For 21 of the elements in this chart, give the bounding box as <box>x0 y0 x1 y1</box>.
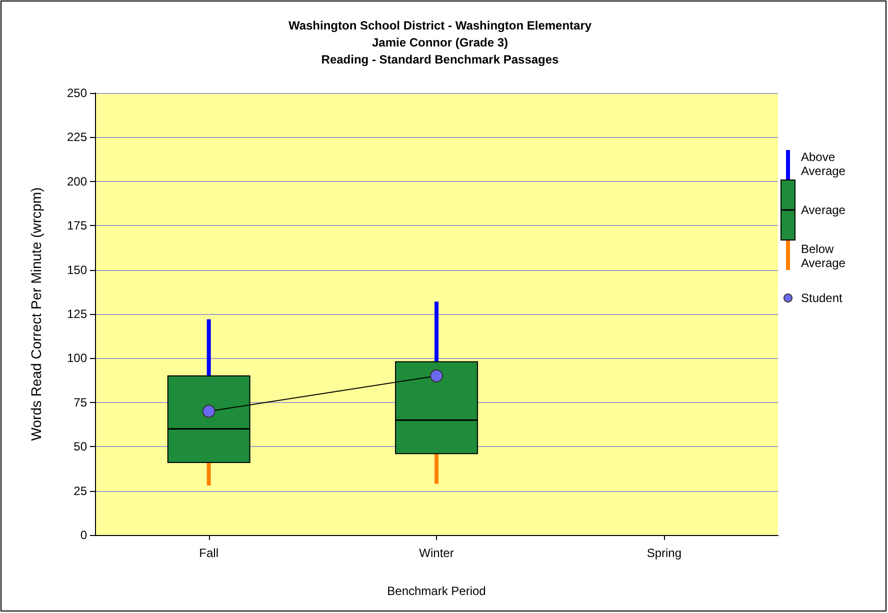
x-axis-title: Benchmark Period <box>387 584 486 598</box>
y-tick-label: 225 <box>66 130 88 144</box>
y-tick-label: 200 <box>66 174 88 188</box>
x-tick-label: Winter <box>419 546 454 560</box>
y-tick-label: 150 <box>66 262 88 277</box>
legend-label: Average <box>801 203 846 217</box>
chart-title: Washington School District - Washington Elementary Jamie Connor (Grade 3) Reading - Standard Benchmark Passages <box>288 18 592 66</box>
y-tick-label: 175 <box>66 218 88 233</box>
y-axis-title: Words Read Correct Per Minute (wrcpm) <box>28 187 44 441</box>
y-tick-label: 0 <box>80 528 88 542</box>
y-tick-label: 75 <box>74 395 88 410</box>
y-tick-label: 125 <box>66 307 88 321</box>
text: Below Average <box>801 242 846 270</box>
y-tick-label: 50 <box>74 440 88 454</box>
x-tick-label: Fall <box>199 546 219 560</box>
y-tick-label: 250 <box>66 86 88 100</box>
y-tick-label: 25 <box>74 484 88 498</box>
y-tick-label: 100 <box>66 351 88 366</box>
x-tick-label: Spring <box>646 546 682 560</box>
text: Above Average <box>801 150 846 178</box>
legend-label: Student <box>801 291 844 305</box>
